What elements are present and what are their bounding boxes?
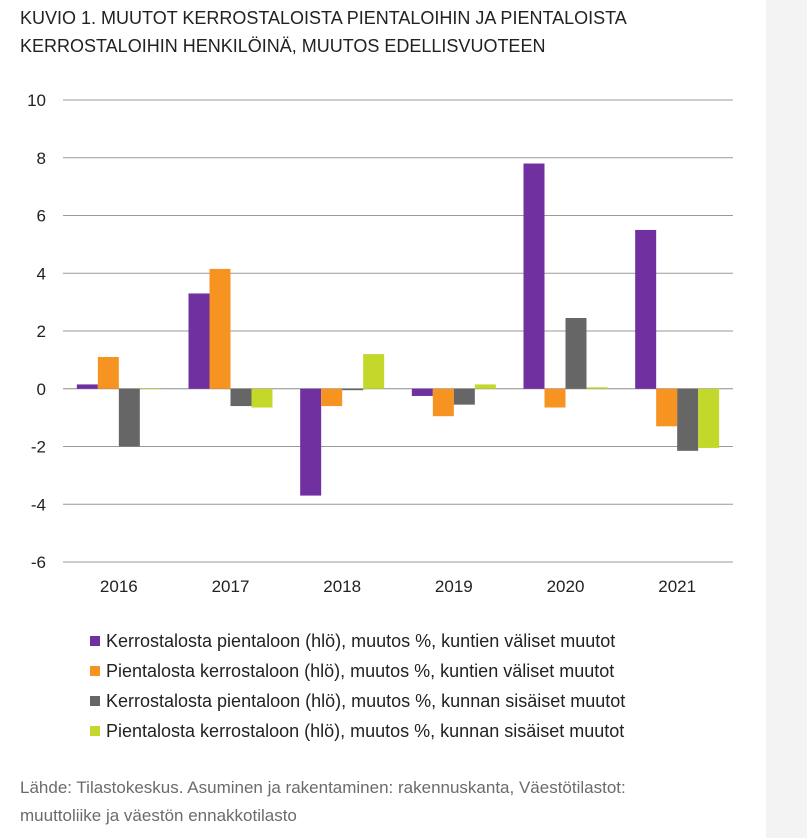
y-tick-label: -4 <box>31 495 46 514</box>
bar-series-4-2020 <box>586 387 608 389</box>
bar-series-3-2020 <box>565 318 587 389</box>
grid-lines <box>63 99 733 563</box>
bar-series-2-2021 <box>656 388 678 427</box>
bar-series-3-2017 <box>230 388 252 407</box>
bar-series-2-2017 <box>209 268 231 389</box>
y-tick-label: -2 <box>31 438 46 457</box>
legend-label: Kerrostalosta pientaloon (hlö), muutos %… <box>106 630 616 651</box>
bar-chart: 10 8 6 4 2 0 -2 -4 -6 2016 2017 2018 2019 2020 2021 <box>27 91 733 596</box>
y-tick-label: 2 <box>37 322 46 341</box>
legend-swatch <box>90 666 100 676</box>
y-tick-label: 4 <box>37 264 46 283</box>
bar-series-4-2019 <box>474 384 496 389</box>
legend-item: Kerrostalosta pientaloon (hlö), muutos %… <box>90 626 625 656</box>
bar-series-3-2019 <box>453 388 475 405</box>
bar-series-2-2019 <box>432 388 454 417</box>
chart-title-line2: KERROSTALOIHIN HENKILÖINÄ, MUUTOS EDELLI… <box>20 36 546 56</box>
legend-swatch <box>90 726 100 736</box>
legend-label: Pientalosta kerrostaloon (hlö), muutos %… <box>106 720 625 741</box>
bar-series-1-2018 <box>300 388 322 496</box>
legend-item: Pientalosta kerrostaloon (hlö), muutos %… <box>90 716 625 746</box>
bar-series-1-2016 <box>76 384 98 389</box>
x-tick-label: 2017 <box>212 577 250 596</box>
legend: Kerrostalosta pientaloon (hlö), muutos %… <box>90 626 625 746</box>
x-tick-label: 2019 <box>435 577 473 596</box>
source-line2: muuttoliike ja väestön ennakkotilasto <box>20 806 297 825</box>
bar-series-3-2016 <box>118 388 140 447</box>
bar-series-4-2021 <box>698 388 720 448</box>
legend-swatch <box>90 636 100 646</box>
x-tick-label: 2018 <box>323 577 361 596</box>
y-tick-label: 0 <box>37 380 46 399</box>
source-note: Lähde: Tilastokeskus. Asuminen ja rakent… <box>20 774 760 830</box>
y-tick-label: 8 <box>37 149 46 168</box>
chart-title-line1: KUVIO 1. MUUTOT KERROSTALOISTA PIENTALOI… <box>20 8 627 28</box>
x-tick-label: 2020 <box>547 577 585 596</box>
y-axis-ticks: 10 8 6 4 2 0 -2 -4 -6 <box>27 91 46 572</box>
legend-label: Pientalosta kerrostaloon (hlö), muutos %… <box>106 660 615 681</box>
bar-series-3-2018 <box>342 388 364 391</box>
bar-series-2-2020 <box>544 388 566 408</box>
bar-series-4-2017 <box>251 388 273 408</box>
y-tick-label: 10 <box>27 91 46 110</box>
x-axis-ticks: 2016 2017 2018 2019 2020 2021 <box>100 577 696 596</box>
bar-series-4-2016 <box>139 388 161 389</box>
source-line1: Lähde: Tilastokeskus. Asuminen ja rakent… <box>20 778 626 797</box>
x-tick-label: 2021 <box>658 577 696 596</box>
legend-swatch <box>90 696 100 706</box>
y-tick-label: 6 <box>37 207 46 226</box>
bar-series-1-2019 <box>411 388 433 396</box>
legend-item: Pientalosta kerrostaloon (hlö), muutos %… <box>90 656 625 686</box>
bar-series-1-2017 <box>188 293 210 389</box>
bar-series-3-2021 <box>677 388 699 451</box>
chart-title: KUVIO 1. MUUTOT KERROSTALOISTA PIENTALOI… <box>20 4 760 60</box>
bar-series-2-2018 <box>321 388 343 407</box>
bars <box>76 163 720 496</box>
bar-series-4-2018 <box>363 354 385 389</box>
bar-series-1-2021 <box>635 229 657 389</box>
y-tick-label: -6 <box>31 553 46 572</box>
legend-label: Kerrostalosta pientaloon (hlö), muutos %… <box>106 690 626 711</box>
x-tick-label: 2016 <box>100 577 138 596</box>
bar-series-1-2020 <box>523 163 545 389</box>
legend-item: Kerrostalosta pientaloon (hlö), muutos %… <box>90 686 625 716</box>
bar-series-2-2016 <box>97 356 119 389</box>
side-strip <box>766 0 807 838</box>
